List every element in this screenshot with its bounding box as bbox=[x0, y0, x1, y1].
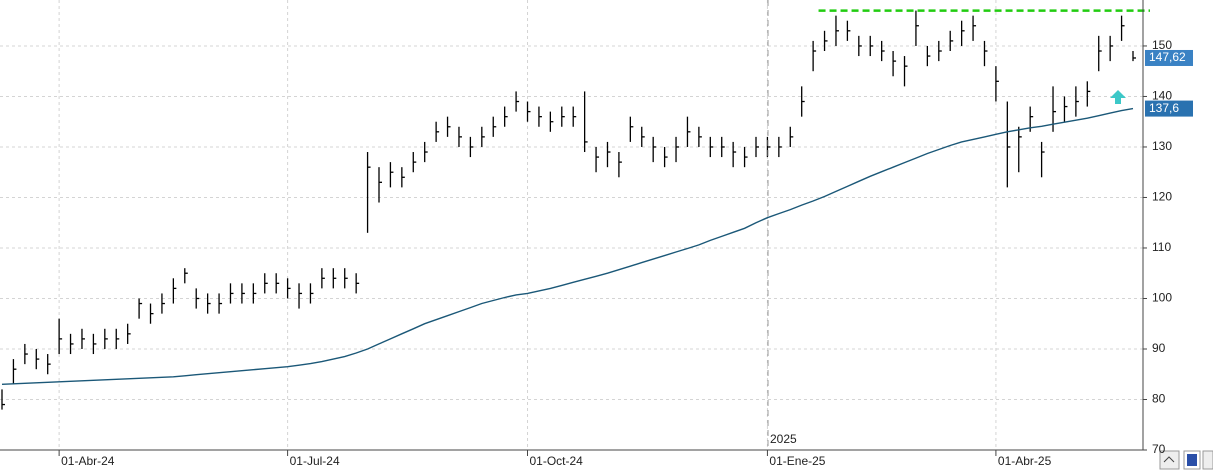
x-tick-label: 01-Ene-25 bbox=[769, 454, 825, 468]
y-tick-label: 70 bbox=[1152, 442, 1166, 456]
y-tick-label: 110 bbox=[1152, 240, 1171, 254]
x-axis-strip bbox=[0, 450, 1213, 471]
toolbar bbox=[1159, 450, 1213, 470]
save-icon bbox=[1187, 454, 1197, 466]
x-tick-label: 01-Oct-24 bbox=[530, 454, 584, 468]
y-tick-label: 100 bbox=[1152, 291, 1172, 305]
x-tick-label: 01-Jul-24 bbox=[290, 454, 340, 468]
last-price-label-box bbox=[1145, 49, 1193, 66]
zoom-icon bbox=[1163, 456, 1175, 463]
x-tick-label: 01-Abr-24 bbox=[61, 454, 115, 468]
y-tick-label: 120 bbox=[1152, 190, 1172, 204]
y-axis-labels: 70 80 90 100 110 120 130 140 150 01-Abr-24 01-Jul-… bbox=[58, 38, 1193, 468]
y-tick-label: 130 bbox=[1152, 139, 1172, 153]
zoom-button[interactable] bbox=[1159, 450, 1180, 470]
plot-area bbox=[0, 0, 1150, 451]
y-tick-label: 140 bbox=[1152, 89, 1172, 103]
moving-average-label-box bbox=[1145, 100, 1193, 117]
moving-average-label: 137,6 bbox=[1149, 101, 1179, 115]
y-tick-label: 150 bbox=[1152, 38, 1172, 52]
up-arrow-icon bbox=[1110, 90, 1126, 104]
x-tick-label: 01-Abr-25 bbox=[998, 454, 1052, 468]
moving-average-line bbox=[1, 107, 1134, 385]
y-tick-label: 80 bbox=[1152, 392, 1166, 406]
y-tick-label: 90 bbox=[1152, 341, 1166, 355]
year-label: 2025 bbox=[770, 432, 797, 446]
last-price-label: 147,62 bbox=[1149, 50, 1186, 64]
more-button[interactable] bbox=[1202, 450, 1213, 470]
